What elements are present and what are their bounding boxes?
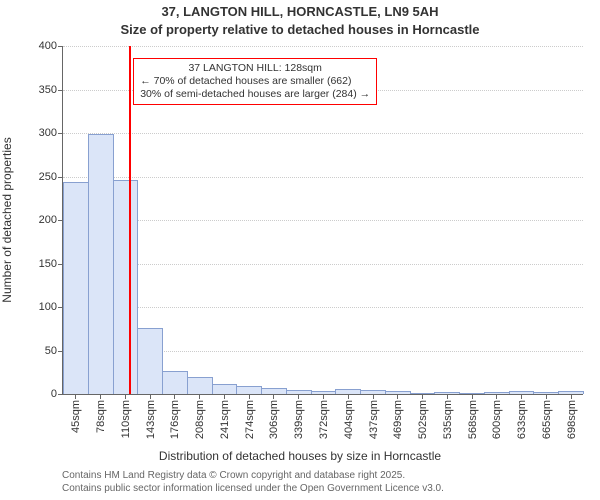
xtick-mark	[373, 394, 374, 399]
ytick-label: 250	[39, 171, 63, 183]
xtick-mark	[273, 394, 274, 399]
xtick-mark	[323, 394, 324, 399]
ytick-label: 0	[51, 388, 63, 400]
marker-line	[129, 46, 131, 394]
annotation-line: 37 LANGTON HILL: 128sqm	[140, 62, 370, 75]
ytick-label: 50	[45, 345, 63, 357]
xtick-mark	[125, 394, 126, 399]
xtick-mark	[224, 394, 225, 399]
xtick-mark	[100, 394, 101, 399]
chart-title-line1: 37, LANGTON HILL, HORNCASTLE, LN9 5AH	[0, 4, 600, 19]
xtick-label: 78sqm	[93, 400, 107, 433]
y-axis-label: Number of detached properties	[0, 137, 14, 302]
xtick-mark	[348, 394, 349, 399]
histogram-bar	[88, 134, 114, 394]
xtick-mark	[199, 394, 200, 399]
gridline	[63, 133, 583, 134]
xtick-mark	[75, 394, 76, 399]
xtick-label: 372sqm	[316, 400, 330, 439]
xtick-label: 535sqm	[440, 400, 454, 439]
xtick-mark	[546, 394, 547, 399]
footer-line2: Contains public sector information licen…	[62, 482, 444, 495]
gridline	[63, 220, 583, 221]
ytick-label: 200	[39, 214, 63, 226]
xtick-label: 45sqm	[68, 400, 82, 433]
xtick-mark	[298, 394, 299, 399]
xtick-label: 241sqm	[217, 400, 231, 439]
xtick-label: 665sqm	[539, 400, 553, 439]
histogram-bar	[137, 328, 163, 394]
ytick-label: 300	[39, 127, 63, 139]
annotation-box: 37 LANGTON HILL: 128sqm← 70% of detached…	[133, 58, 377, 105]
xtick-label: 502sqm	[415, 400, 429, 439]
ytick-label: 350	[39, 84, 63, 96]
plot-area: 05010015020025030035040045sqm78sqm110sqm…	[62, 46, 583, 395]
ytick-label: 150	[39, 258, 63, 270]
xtick-mark	[422, 394, 423, 399]
xtick-mark	[447, 394, 448, 399]
xtick-label: 568sqm	[465, 400, 479, 439]
xtick-mark	[174, 394, 175, 399]
xtick-label: 110sqm	[118, 400, 132, 438]
xtick-label: 437sqm	[366, 400, 380, 439]
xtick-mark	[472, 394, 473, 399]
xtick-mark	[521, 394, 522, 399]
footer-attribution: Contains HM Land Registry data © Crown c…	[62, 469, 444, 495]
footer-line1: Contains HM Land Registry data © Crown c…	[62, 469, 444, 482]
gridline	[63, 177, 583, 178]
gridline	[63, 46, 583, 47]
ytick-label: 400	[39, 40, 63, 52]
histogram-bar	[63, 182, 89, 394]
xtick-label: 404sqm	[341, 400, 355, 439]
xtick-label: 306sqm	[266, 400, 280, 439]
xtick-label: 469sqm	[390, 400, 404, 439]
histogram-bar	[236, 386, 262, 394]
chart-title-line2: Size of property relative to detached ho…	[0, 22, 600, 37]
xtick-label: 698sqm	[564, 400, 578, 439]
x-axis-label: Distribution of detached houses by size …	[0, 449, 600, 463]
xtick-mark	[571, 394, 572, 399]
xtick-label: 600sqm	[489, 400, 503, 439]
gridline	[63, 264, 583, 265]
xtick-mark	[496, 394, 497, 399]
histogram-bar	[162, 371, 188, 394]
histogram-bar	[212, 384, 238, 394]
xtick-label: 208sqm	[192, 400, 206, 439]
xtick-mark	[249, 394, 250, 399]
xtick-label: 633sqm	[514, 400, 528, 439]
ytick-label: 100	[39, 301, 63, 313]
xtick-label: 339sqm	[291, 400, 305, 439]
annotation-line: ← 70% of detached houses are smaller (66…	[140, 75, 370, 88]
histogram-bar	[187, 377, 213, 394]
xtick-label: 176sqm	[167, 400, 181, 439]
gridline	[63, 307, 583, 308]
xtick-mark	[397, 394, 398, 399]
chart-container: { "chart": { "type": "histogram", "title…	[0, 0, 600, 500]
xtick-mark	[150, 394, 151, 399]
annotation-line: 30% of semi-detached houses are larger (…	[140, 88, 370, 101]
histogram-bar	[113, 180, 139, 394]
xtick-label: 274sqm	[242, 400, 256, 439]
xtick-label: 143sqm	[143, 400, 157, 439]
